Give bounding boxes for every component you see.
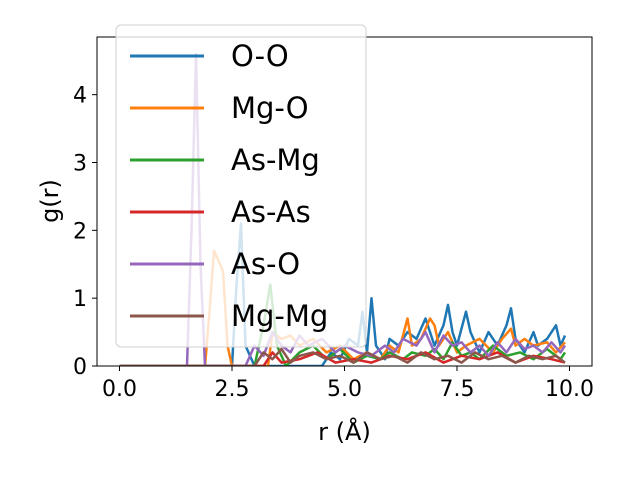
y-tick-label: 0 — [73, 355, 87, 380]
x-tick-label: 10.0 — [545, 377, 594, 402]
series-line-mg-o — [119, 249, 566, 366]
x-tick-label: 5.0 — [327, 377, 362, 402]
legend-label-mg-mg: Mg-Mg — [231, 299, 328, 333]
series-line-as-o — [119, 52, 567, 366]
x-tick-label: 0.0 — [102, 377, 137, 402]
legend-label-o-o: O-O — [231, 39, 289, 73]
legend-label-as-mg: As-Mg — [231, 143, 320, 177]
legend: O-O Mg-O As-Mg As-As As-O Mg-Mg — [115, 24, 367, 348]
x-axis: 0.0 2.5 5.0 7.5 10.0 — [102, 366, 594, 402]
series-line-mg-mg — [119, 347, 566, 366]
x-axis-label: r (Å) — [318, 417, 371, 446]
y-tick-label: 1 — [73, 287, 87, 312]
x-tick-label: 7.5 — [440, 377, 475, 402]
legend-label-as-o: As-O — [231, 247, 300, 281]
x-tick-label: 2.5 — [215, 377, 250, 402]
legend-label-as-as: As-As — [231, 195, 311, 229]
y-tick-label: 4 — [73, 84, 87, 109]
y-tick-label: 3 — [73, 151, 87, 176]
y-axis: 0 1 2 3 4 — [73, 84, 97, 380]
y-tick-label: 2 — [73, 219, 87, 244]
series-layer — [119, 52, 567, 366]
legend-box — [115, 24, 367, 348]
legend-label-mg-o: Mg-O — [231, 91, 309, 125]
y-axis-label: g(r) — [36, 179, 64, 223]
